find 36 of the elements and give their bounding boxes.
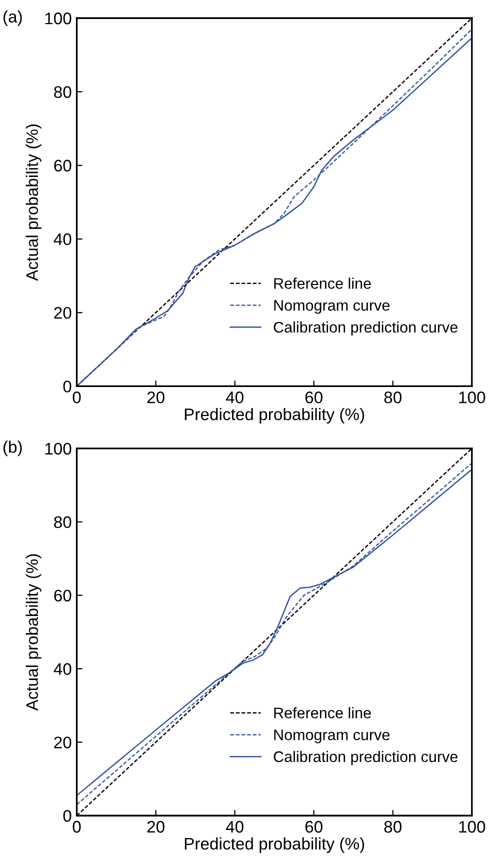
y-axis-title: Actual probability (%) [26, 554, 42, 711]
x-tick-label: 40 [226, 392, 244, 404]
x-tick-label: 100 [459, 820, 486, 833]
x-tick-label: 100 [459, 392, 486, 404]
y-tick-label: 100 [45, 12, 72, 24]
y-tick-label: 60 [54, 160, 72, 172]
legend-label: Reference line [274, 278, 371, 289]
y-tick-label: 20 [54, 736, 72, 748]
x-tick-label: 60 [305, 820, 322, 833]
x-tick-label: 0 [72, 820, 81, 833]
x-tick-label: 80 [384, 820, 402, 833]
y-tick-label: 80 [54, 86, 72, 98]
x-axis-title: Predicted probability (%) [184, 408, 364, 424]
y-tick-label: 60 [54, 590, 72, 602]
y-tick-label: 100 [45, 442, 72, 455]
legend-label: Nomogram curve [274, 730, 390, 744]
y-axis-title: Actual probability (%) [26, 124, 42, 281]
x-tick-label: 20 [147, 392, 164, 404]
x-tick-label: 80 [384, 392, 402, 404]
y-tick-label: 20 [54, 306, 72, 319]
y-tick-label: 80 [54, 516, 72, 528]
x-axis-title: Predicted probability (%) [184, 837, 364, 853]
legend-label: Calibration prediction curve [274, 750, 458, 766]
legend-label: Calibration prediction curve [274, 321, 458, 336]
y-tick-label: 0 [63, 810, 72, 822]
chart-title: (a) [3, 10, 22, 26]
legend-label: Nomogram curve [274, 300, 390, 314]
chart-title: (b) [3, 440, 22, 456]
x-tick-label: 0 [72, 392, 81, 404]
x-tick-label: 40 [226, 820, 244, 833]
y-tick-label: 40 [54, 663, 72, 675]
x-tick-label: 60 [305, 392, 322, 404]
x-tick-label: 20 [147, 820, 164, 833]
legend-label: Reference line [274, 707, 371, 718]
y-tick-label: 0 [63, 380, 72, 392]
y-tick-label: 40 [54, 233, 72, 246]
